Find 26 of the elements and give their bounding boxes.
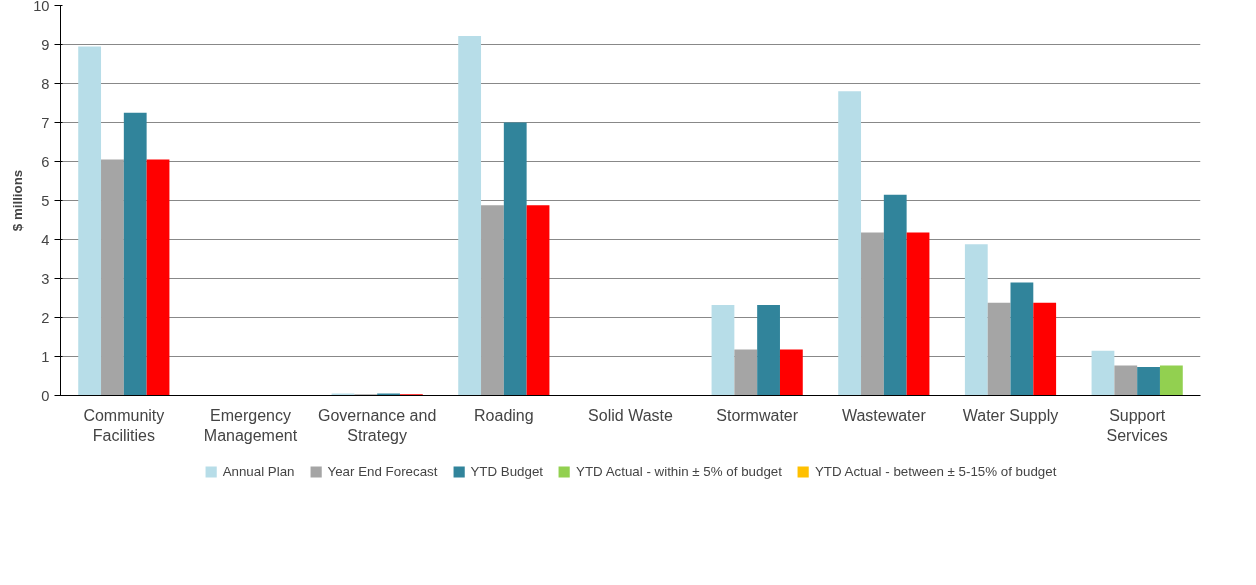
y-tick-label: 10 (33, 0, 50, 14)
legend-label: Annual Plan (222, 463, 295, 479)
y-tick-label: 5 (41, 192, 50, 209)
y-tick-label: 9 (41, 36, 50, 53)
x-tick-label: Stormwater (716, 406, 799, 424)
y-tick-label: 6 (41, 153, 50, 170)
x-tick-label: Support Services (1106, 406, 1168, 444)
y-tick-label: 8 (41, 75, 50, 92)
x-tick-label: Governance and Strategy (318, 406, 437, 444)
legend-label: YTD Actual - between ± 5-15% of budget (814, 463, 1057, 479)
x-tick-label: Roading (474, 406, 534, 424)
y-tick-label: 0 (41, 387, 50, 404)
x-tick-label: Solid Waste (588, 406, 673, 424)
x-tick-label: Emergency Management (203, 406, 298, 444)
y-tick-label: 7 (41, 114, 50, 131)
legend-label: Year End Forecast (327, 463, 438, 479)
legend-label: YTD Actual - within ± 5% of budget (576, 463, 782, 479)
x-tick-label: Water Supply (962, 406, 1059, 424)
x-tick-label: Wastewater (841, 406, 927, 424)
y-tick-label: 4 (41, 231, 50, 248)
x-tick-label: Community Facilities (83, 406, 165, 444)
y-tick-label: 1 (41, 348, 50, 365)
y-axis-title: $ millions (10, 169, 26, 232)
legend-label: YTD Budget (470, 463, 544, 479)
y-tick-label: 3 (41, 270, 50, 287)
y-tick-label: 2 (41, 309, 50, 326)
